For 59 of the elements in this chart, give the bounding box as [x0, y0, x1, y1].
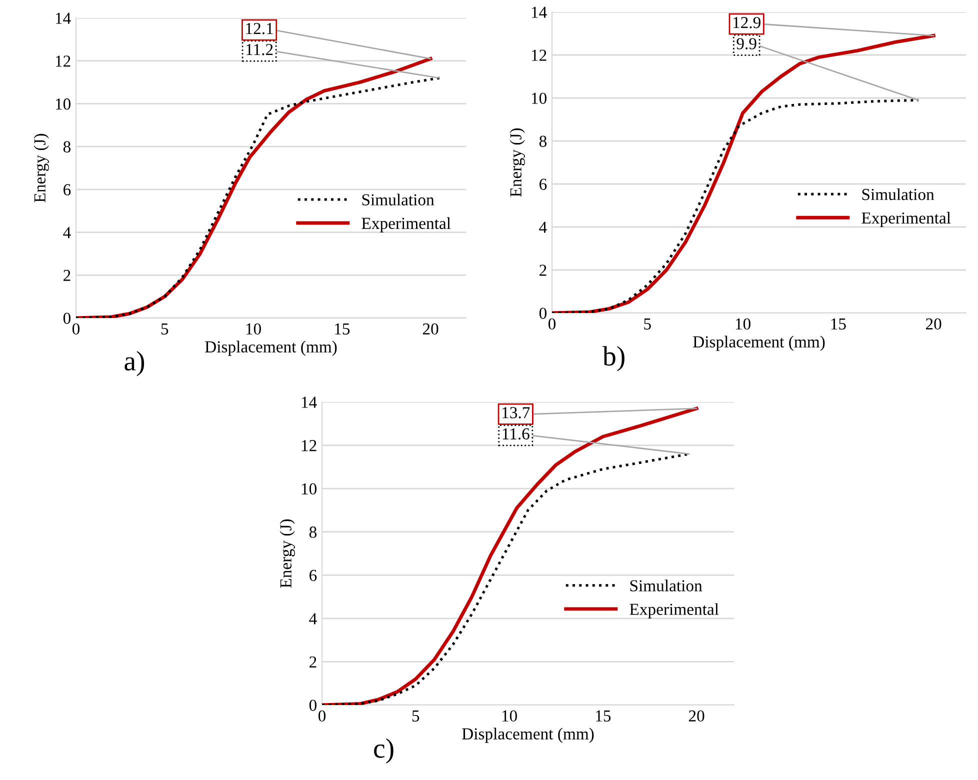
y-tick-label: 4	[63, 227, 71, 238]
x-tick-label: 20	[688, 710, 704, 722]
y-tick-label: 0	[309, 700, 317, 711]
legend-label: Experimental	[630, 603, 719, 618]
x-tick-label: 5	[644, 318, 651, 330]
y-tick-label: 10	[302, 483, 317, 495]
y-tick-label: 14	[56, 12, 71, 24]
legend-label: Experimental	[862, 212, 951, 228]
y-tick-label: 10	[532, 92, 547, 104]
text: a)	[124, 351, 144, 376]
annotation: 11.6	[502, 428, 530, 440]
y-tick-label: 2	[540, 264, 546, 276]
y-tick-label: 6	[64, 184, 71, 196]
x-axis-title: Displacement (mm)	[462, 728, 594, 743]
y-tick-label: 8	[63, 141, 71, 153]
y-tick-label: 14	[532, 6, 547, 18]
x-tick-label: 10	[246, 323, 261, 335]
x-tick-label: 15	[596, 710, 611, 722]
y-axis-title: Energy (J)	[280, 519, 295, 588]
x-axis-title: Displacement (mm)	[693, 336, 825, 351]
y-axis-title: Energy (J)	[34, 134, 49, 202]
legend-label: Experimental	[362, 217, 451, 232]
y-tick-label: 6	[310, 570, 317, 582]
text: c)	[374, 738, 394, 764]
x-tick-label: 0	[318, 710, 326, 722]
y-tick-label: 2	[64, 270, 70, 281]
x-tick-label: 20	[422, 323, 438, 335]
y-tick-label: 4	[309, 613, 317, 624]
y-tick-label: 12	[532, 50, 546, 61]
y-tick-label: 8	[539, 136, 547, 147]
x-tick-label: 5	[161, 324, 168, 335]
x-tick-label: 10	[736, 318, 750, 330]
y-tick-label: 14	[302, 396, 317, 408]
x-axis-title: Displacement (mm)	[205, 340, 337, 356]
annotation: 12.9	[733, 17, 760, 28]
x-tick-label: 5	[412, 710, 420, 722]
annotation: 11.2	[246, 44, 273, 56]
legend-label: Simulation	[630, 580, 702, 592]
y-tick-label: 2	[310, 656, 316, 668]
x-tick-label: 20	[926, 318, 942, 330]
y-tick-label: 4	[539, 222, 547, 233]
annotation: 12.1	[246, 22, 273, 34]
y-axis-title: Energy (J)	[510, 128, 525, 197]
legend-label: Simulation	[862, 188, 934, 200]
x-tick-label: 15	[335, 323, 350, 335]
y-tick-label: 12	[302, 440, 316, 452]
x-tick-label: 10	[502, 710, 517, 722]
y-tick-label: 8	[309, 526, 317, 538]
x-tick-label: 15	[831, 318, 846, 330]
x-tick-label: 0	[548, 318, 556, 330]
annotation: 13.7	[502, 407, 530, 418]
y-tick-label: 12	[56, 56, 70, 67]
y-tick-label: 6	[540, 178, 547, 190]
text: b)	[602, 346, 624, 372]
y-tick-label: 10	[56, 98, 71, 110]
annotation: 9.9	[736, 38, 756, 50]
x-tick-label: 0	[72, 323, 80, 335]
y-tick-label: 0	[539, 308, 547, 319]
legend-label: Simulation	[362, 194, 434, 206]
